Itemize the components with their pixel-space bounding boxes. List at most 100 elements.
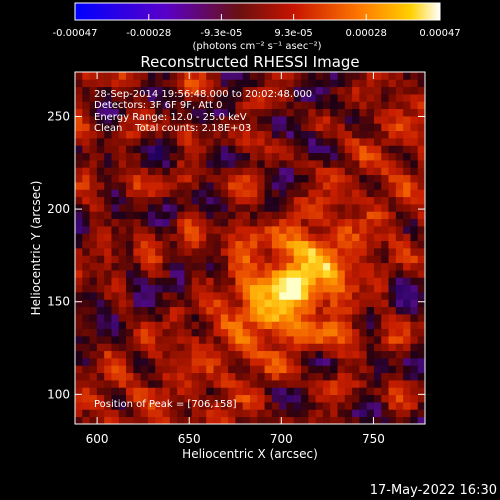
heatmap-cell: [293, 387, 302, 396]
heatmap-cell: [213, 240, 222, 249]
heatmap-cell: [147, 94, 156, 102]
heatmap-cell: [177, 72, 185, 80]
heatmap-cell: [220, 343, 229, 352]
heatmap-cell: [293, 152, 302, 161]
heatmap-cell: [388, 211, 397, 220]
heatmap-cell: [206, 262, 214, 271]
heatmap-cell: [417, 277, 425, 286]
heatmap-cell: [322, 306, 331, 315]
heatmap-cell: [410, 160, 419, 168]
heatmap-cell: [315, 299, 324, 308]
heatmap-cell: [417, 306, 425, 315]
heatmap-cell: [169, 343, 178, 352]
heatmap-cell: [242, 226, 251, 234]
heatmap-cell: [286, 380, 295, 388]
heatmap-cell: [126, 321, 134, 330]
heatmap-cell: [410, 72, 419, 80]
heatmap-cell: [140, 292, 149, 300]
heatmap-cell: [308, 233, 317, 242]
heatmap-cell: [417, 182, 425, 190]
heatmap-cell: [155, 160, 163, 168]
heatmap-cell: [162, 211, 171, 220]
heatmap-cell: [381, 101, 389, 110]
heatmap-cell: [271, 402, 280, 410]
heatmap-cell: [126, 292, 134, 300]
heatmap-cell: [381, 292, 389, 300]
heatmap-cell: [133, 152, 142, 161]
heatmap-cell: [242, 343, 251, 352]
heatmap-cell: [250, 123, 258, 132]
heatmap-cell: [206, 416, 214, 424]
heatmap-cell: [89, 365, 98, 374]
heatmap-cell: [162, 218, 171, 227]
heatmap-cell: [213, 86, 222, 95]
heatmap-cell: [344, 123, 353, 132]
heatmap-cell: [403, 321, 411, 330]
heatmap-cell: [395, 218, 404, 227]
heatmap-cell: [381, 196, 389, 205]
heatmap-cell: [308, 350, 317, 359]
heatmap-cell: [417, 270, 425, 278]
heatmap-cell: [417, 174, 425, 183]
heatmap-cell: [388, 416, 397, 424]
heatmap-cell: [410, 182, 419, 190]
heatmap-cell: [89, 321, 98, 330]
heatmap-cell: [293, 167, 302, 176]
heatmap-cell: [315, 116, 324, 124]
heatmap-cell: [344, 372, 353, 381]
heatmap-cell: [271, 416, 280, 424]
heatmap-cell: [96, 248, 105, 256]
heatmap-cell: [147, 255, 156, 264]
heatmap-cell: [198, 72, 207, 80]
heatmap-cell: [96, 160, 105, 168]
heatmap-cell: [133, 145, 142, 154]
heatmap-cell: [352, 204, 360, 212]
heatmap-cell: [366, 160, 375, 168]
heatmap-cell: [279, 101, 287, 110]
heatmap-cell: [395, 123, 404, 132]
heatmap-cell: [286, 189, 295, 198]
heatmap-cell: [155, 72, 163, 80]
heatmap-cell: [242, 365, 251, 374]
heatmap-cell: [177, 394, 185, 403]
heatmap-cell: [403, 343, 411, 352]
heatmap-cell: [198, 86, 207, 95]
heatmap-cell: [308, 409, 317, 418]
heatmap-cell: [417, 328, 425, 337]
heatmap-cell: [250, 336, 258, 344]
heatmap-cell: [352, 277, 360, 286]
heatmap-cell: [177, 292, 185, 300]
heatmap-cell: [213, 350, 222, 359]
heatmap-cell: [155, 277, 163, 286]
heatmap-cell: [155, 409, 163, 418]
heatmap-cell: [228, 321, 236, 330]
heatmap-cell: [126, 358, 134, 366]
heatmap-cell: [257, 387, 265, 396]
heatmap-cell: [235, 72, 244, 80]
heatmap-cell: [111, 138, 120, 146]
heatmap-cell: [322, 336, 331, 344]
heatmap-cell: [133, 394, 142, 403]
heatmap-cell: [352, 101, 360, 110]
heatmap-cell: [140, 94, 149, 102]
heatmap-cell: [140, 211, 149, 220]
heatmap-cell: [169, 314, 178, 322]
heatmap-cell: [169, 402, 178, 410]
heatmap-cell: [191, 233, 200, 242]
heatmap-cell: [337, 387, 346, 396]
heatmap-cell: [410, 336, 419, 344]
heatmap-cell: [373, 394, 382, 403]
heatmap-cell: [184, 160, 193, 168]
heatmap-cell: [264, 138, 273, 146]
heatmap-cell: [155, 321, 163, 330]
heatmap-cell: [118, 152, 127, 161]
heatmap-cell: [279, 72, 287, 80]
heatmap-cell: [126, 130, 134, 139]
heatmap-cell: [118, 394, 127, 403]
heatmap-cell: [75, 108, 83, 117]
heatmap-cell: [140, 380, 149, 388]
heatmap-cell: [352, 255, 360, 264]
heatmap-cell: [301, 108, 309, 117]
heatmap-cell: [155, 380, 163, 388]
heatmap-cell: [89, 284, 98, 293]
